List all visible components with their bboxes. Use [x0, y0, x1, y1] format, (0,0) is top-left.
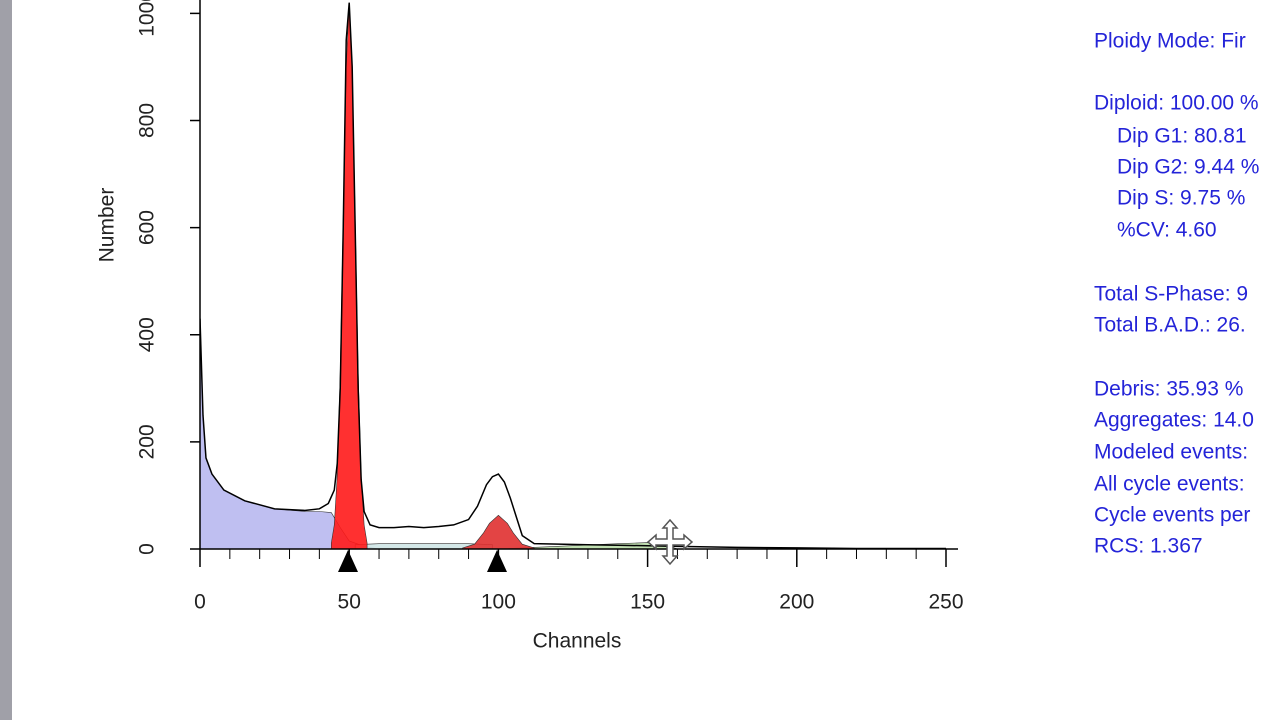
- result-line: %CV: 4.60: [1117, 219, 1217, 242]
- x-tick-label: 0: [194, 591, 206, 614]
- x-axis-label: Channels: [533, 630, 622, 653]
- result-line: Dip G1: 80.81: [1117, 125, 1247, 148]
- y-axis-label: Number: [96, 188, 119, 263]
- y-tick-label: 600: [136, 210, 159, 245]
- result-line: Dip S: 9.75 %: [1117, 187, 1245, 210]
- x-tick-label: 250: [928, 591, 963, 614]
- results-panel: Ploidy Mode: Fir Diploid: 100.00 % Dip G…: [1094, 30, 1259, 558]
- plot-area: [200, 2, 946, 550]
- move-cursor: [646, 518, 694, 566]
- result-line: Debris: 35.93 %: [1094, 378, 1243, 401]
- window-edge: [0, 0, 12, 720]
- result-line: Total B.A.D.: 26.: [1094, 314, 1246, 337]
- result-line: RCS: 1.367: [1094, 535, 1203, 558]
- component-area: [462, 514, 535, 550]
- result-line: Diploid: 100.00 %: [1094, 92, 1259, 115]
- result-line: All cycle events:: [1094, 473, 1245, 496]
- x-tick-label: 200: [779, 591, 814, 614]
- result-line: Modeled events:: [1094, 441, 1248, 464]
- y-tick-label: 1000: [136, 0, 159, 37]
- peak-marker: [487, 550, 507, 572]
- y-tick-label: 0: [136, 543, 159, 555]
- peak-marker: [338, 550, 358, 572]
- axes: 0 200 400 600 800 1000 0 50 100 150 200 250: [136, 0, 964, 614]
- result-line: Cycle events per: [1094, 504, 1250, 527]
- result-line: Aggregates: 14.0: [1094, 409, 1254, 432]
- x-tick-label: 150: [630, 591, 665, 614]
- x-tick-label: 50: [338, 591, 361, 614]
- result-line: Dip G2: 9.44 %: [1117, 156, 1259, 179]
- result-line: Total S-Phase: 9: [1094, 283, 1248, 306]
- y-tick-label: 800: [136, 103, 159, 138]
- y-tick-label: 200: [136, 424, 159, 459]
- y-tick-label: 400: [136, 317, 159, 352]
- result-line: Ploidy Mode: Fir: [1094, 30, 1246, 53]
- x-tick-label: 100: [481, 591, 516, 614]
- histogram-line: [200, 2, 946, 550]
